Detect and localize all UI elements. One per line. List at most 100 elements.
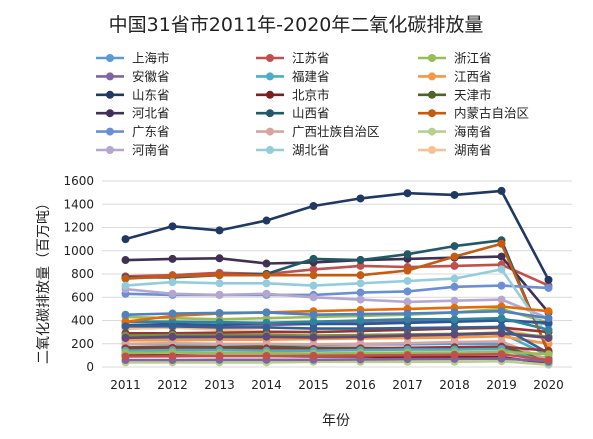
series-line: [125, 287, 549, 320]
series-line: [125, 334, 549, 346]
x-tick-label: 2019: [486, 378, 517, 392]
series-29: [121, 350, 553, 365]
data-point: [215, 254, 224, 263]
data-point: [121, 256, 130, 265]
data-point: [544, 307, 553, 316]
data-point: [497, 322, 506, 331]
data-point: [309, 351, 318, 360]
legend-label: 浙江省: [454, 51, 492, 66]
data-point: [215, 271, 224, 280]
data-point: [403, 324, 412, 333]
data-point: [215, 290, 224, 299]
data-point: [168, 254, 177, 263]
data-point: [262, 259, 271, 268]
data-point: [403, 351, 412, 360]
data-point: [356, 261, 365, 270]
data-point: [356, 271, 365, 280]
data-point: [121, 352, 130, 361]
series-line: [125, 319, 549, 327]
data-point: [356, 256, 365, 265]
data-point: [544, 325, 553, 334]
series-line: [125, 357, 549, 363]
data-point: [121, 274, 130, 283]
legend-label: 天津市: [454, 87, 492, 102]
legend-item: 海南省: [418, 124, 492, 139]
data-point: [450, 330, 459, 339]
legend-label: 江苏省: [292, 51, 330, 66]
legend-swatch-marker: [266, 72, 274, 81]
x-tick-label: 2012: [157, 378, 188, 392]
series-line: [125, 350, 549, 356]
data-point: [544, 333, 553, 342]
data-point: [309, 271, 318, 280]
legend-item: 河南省: [96, 143, 170, 158]
legend-swatch-marker: [428, 109, 436, 118]
data-point: [121, 322, 130, 331]
series-line: [125, 242, 550, 353]
legend-label: 山西省: [292, 106, 330, 121]
data-point: [356, 288, 365, 297]
data-point: [309, 201, 318, 210]
data-point: [262, 308, 271, 317]
x-tick-label: 2016: [345, 378, 376, 392]
series-11: [121, 239, 553, 356]
data-point: [309, 281, 318, 290]
data-point: [121, 310, 130, 319]
legend-swatch-marker: [106, 72, 114, 81]
legend-swatch-marker: [428, 127, 436, 136]
legend-item: 内蒙古自治区: [418, 106, 529, 121]
legend-item: 山东省: [96, 87, 170, 102]
data-point: [497, 329, 506, 338]
legend-item: 福建省: [256, 69, 330, 84]
series-line: [125, 359, 549, 366]
series-line: [125, 331, 549, 340]
series-21: [121, 329, 553, 342]
legend-item: 广东省: [96, 124, 170, 139]
series-line: [125, 316, 549, 332]
legend-label: 山东省: [132, 87, 170, 102]
data-point: [544, 356, 553, 365]
data-point: [262, 216, 271, 225]
data-point: [168, 278, 177, 287]
x-tick-label: 2018: [439, 378, 470, 392]
y-tick-label: 600: [71, 290, 94, 304]
data-point: [497, 314, 506, 323]
data-point: [450, 190, 459, 199]
data-point: [168, 332, 177, 341]
x-axis-label: 年份: [322, 413, 350, 429]
legend-label: 江西省: [454, 69, 492, 84]
y-tick-label: 800: [71, 267, 94, 281]
data-point: [356, 316, 365, 325]
legend-label: 广东省: [132, 124, 170, 139]
data-point: [168, 352, 177, 361]
data-point: [309, 317, 318, 326]
data-point: [215, 308, 224, 317]
data-point: [450, 350, 459, 359]
data-point: [168, 309, 177, 318]
y-tick-label: 0: [86, 360, 94, 374]
data-point: [168, 272, 177, 281]
data-point: [309, 324, 318, 333]
legend-label: 北京市: [292, 87, 330, 102]
legend-swatch-marker: [106, 109, 114, 118]
x-tick-label: 2011: [110, 378, 141, 392]
data-point: [450, 252, 459, 261]
data-point: [121, 333, 130, 342]
data-point: [403, 315, 412, 324]
legend-item: 上海市: [96, 51, 170, 66]
legend-item: 安徽省: [96, 69, 170, 84]
legend-item: 天津市: [418, 87, 492, 102]
series-line: [125, 263, 550, 287]
legend-label: 广西壮族自治区: [292, 124, 380, 139]
data-point: [215, 323, 224, 332]
legend-label: 内蒙古自治区: [454, 106, 529, 121]
data-point: [121, 281, 130, 290]
y-tick-label: 1400: [63, 197, 94, 211]
data-point: [403, 297, 412, 306]
data-point: [309, 310, 318, 319]
series-line: [125, 309, 549, 320]
legend-item: 山西省: [256, 106, 330, 121]
legend-swatch-marker: [106, 54, 114, 62]
data-point: [544, 314, 553, 323]
